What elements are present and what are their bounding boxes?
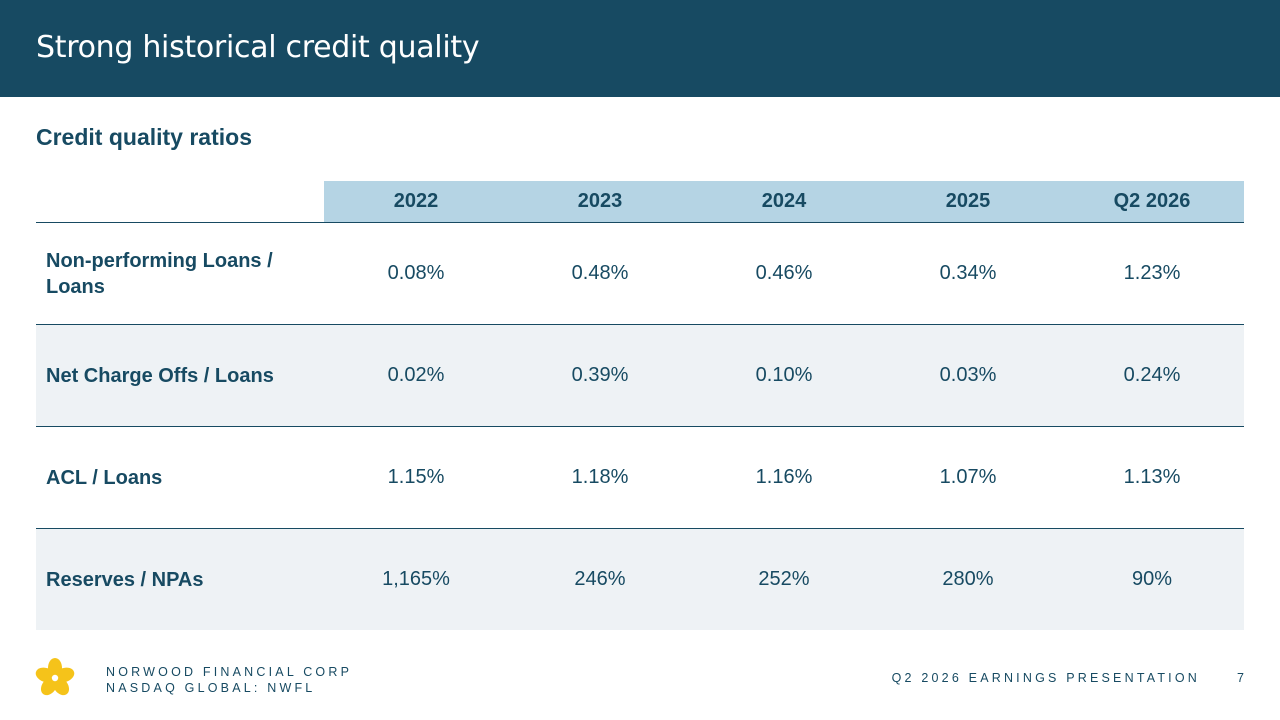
company-name: NORWOOD FINANCIAL CORP <box>106 665 353 679</box>
table-cell: 246% <box>508 528 692 630</box>
table-cell: 252% <box>692 528 876 630</box>
table-cell: 1,165% <box>324 528 508 630</box>
credit-quality-table: 2022 2023 2024 2025 Q2 2026 Non-performi… <box>36 181 1244 630</box>
table-cell: 0.24% <box>1060 324 1244 427</box>
table-cell: 0.48% <box>508 222 692 325</box>
row-label: Reserves / NPAs <box>36 528 324 630</box>
table-cell: 1.07% <box>876 426 1060 529</box>
table-header-row: 2022 2023 2024 2025 Q2 2026 <box>36 181 1244 223</box>
presentation-name: Q2 2026 EARNINGS PRESENTATION <box>891 671 1200 685</box>
table-cell: 1.18% <box>508 426 692 529</box>
table-cell: 1.23% <box>1060 222 1244 325</box>
table-cell: 0.10% <box>692 324 876 427</box>
table-row: Reserves / NPAs 1,165% 246% 252% 280% 90… <box>36 528 1244 630</box>
column-header: 2025 <box>876 181 1060 223</box>
table-row: ACL / Loans 1.15% 1.18% 1.16% 1.07% 1.13… <box>36 426 1244 529</box>
row-label: ACL / Loans <box>36 426 324 529</box>
table-cell: 0.34% <box>876 222 1060 325</box>
table-cell: 0.03% <box>876 324 1060 427</box>
table-cell: 0.46% <box>692 222 876 325</box>
table-header-blank <box>36 181 324 223</box>
footer-company: NORWOOD FINANCIAL CORP NASDAQ GLOBAL: NW… <box>106 664 352 696</box>
table-cell: 90% <box>1060 528 1244 630</box>
column-header: 2024 <box>692 181 876 223</box>
title-bar: Strong historical credit quality <box>0 0 1280 97</box>
table-cell: 1.13% <box>1060 426 1244 529</box>
table-cell: 280% <box>876 528 1060 630</box>
column-header: 2023 <box>508 181 692 223</box>
table-cell: 1.16% <box>692 426 876 529</box>
row-label: Net Charge Offs / Loans <box>36 324 324 427</box>
table-cell: 0.08% <box>324 222 508 325</box>
table-cell: 1.15% <box>324 426 508 529</box>
table-row: Non-performing Loans / Loans 0.08% 0.48%… <box>36 222 1244 325</box>
slide-title: Strong historical credit quality <box>36 30 480 65</box>
page-number: 7 <box>1237 671 1244 685</box>
section-title: Credit quality ratios <box>36 124 252 150</box>
column-header: 2022 <box>324 181 508 223</box>
table-cell: 0.02% <box>324 324 508 427</box>
norwood-flower-logo-icon <box>35 658 75 696</box>
column-header: Q2 2026 <box>1060 181 1244 223</box>
table-row: Net Charge Offs / Loans 0.02% 0.39% 0.10… <box>36 324 1244 427</box>
exchange-ticker: NASDAQ GLOBAL: NWFL <box>106 681 316 695</box>
table-cell: 0.39% <box>508 324 692 427</box>
row-label: Non-performing Loans / Loans <box>36 222 324 325</box>
